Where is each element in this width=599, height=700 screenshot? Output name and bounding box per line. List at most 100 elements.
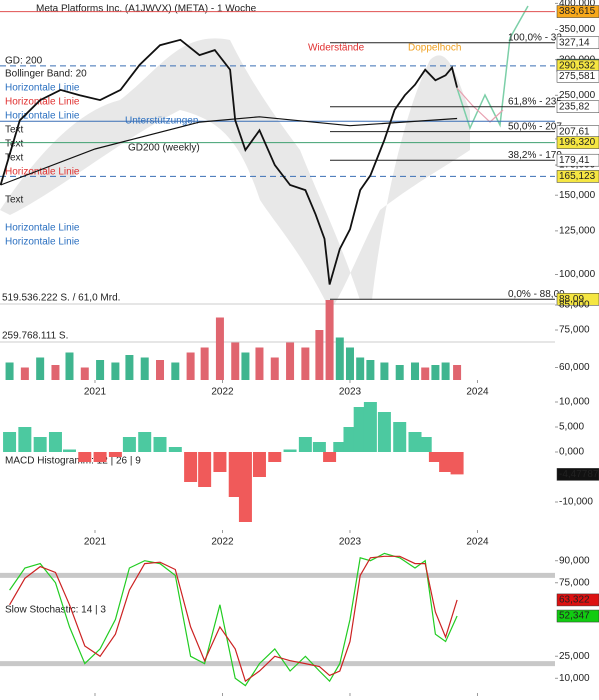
price-tag-label: 235,82 xyxy=(559,101,590,112)
bar xyxy=(36,357,45,380)
y-tick-label: 5,000 xyxy=(559,422,584,433)
bar xyxy=(48,432,62,452)
bar xyxy=(184,452,198,482)
bar xyxy=(156,360,165,380)
bar xyxy=(363,402,377,452)
bar xyxy=(125,355,134,380)
bar xyxy=(62,449,76,452)
bar xyxy=(345,347,354,380)
level-label: 0,0% - 88,09 xyxy=(508,289,565,300)
bar xyxy=(418,437,432,452)
y-tick-label: -10,000 xyxy=(559,497,593,508)
bar xyxy=(393,422,407,452)
price-tag xyxy=(556,170,599,183)
annotation: Widerstände xyxy=(308,43,365,54)
annotation: Bollinger Band: 20 xyxy=(5,69,87,80)
bar xyxy=(5,362,14,380)
series-line xyxy=(0,116,458,186)
bar xyxy=(80,367,89,380)
series-line xyxy=(0,38,458,285)
bar xyxy=(138,432,152,452)
bar xyxy=(255,347,264,380)
bar xyxy=(93,452,107,462)
annotation: Text xyxy=(5,125,24,136)
bar xyxy=(428,452,442,462)
price-tag-label: 63,322 xyxy=(559,595,590,606)
price-tag xyxy=(556,36,599,49)
bar xyxy=(431,365,440,380)
bar xyxy=(356,357,365,380)
y-tick-label: 75,000 xyxy=(559,325,590,336)
price-tag-label: 207,61 xyxy=(559,126,590,137)
price-tag-label: 52,347 xyxy=(559,611,590,622)
price-tag xyxy=(556,153,599,167)
series-line xyxy=(9,555,458,683)
bar xyxy=(108,452,122,457)
level-label: 100,0% - 32 xyxy=(508,32,562,43)
price-tag-label: 165,123 xyxy=(559,171,596,182)
bar xyxy=(198,452,212,487)
bar xyxy=(335,337,344,380)
bar xyxy=(33,437,47,452)
bar xyxy=(65,352,74,380)
x-tick-label: 2024 xyxy=(466,537,489,548)
y-tick-label: 75,000 xyxy=(559,577,590,588)
chart-title: Meta Platforms Inc. (A1JWVX) (META) - 1 … xyxy=(36,4,257,15)
x-tick-label: 2024 xyxy=(466,387,489,398)
price-tag xyxy=(556,136,599,149)
bar xyxy=(315,330,324,380)
bar xyxy=(268,452,282,462)
price-tag-label: 88,09 xyxy=(559,294,584,305)
price-tag-label: 196,320 xyxy=(559,137,596,148)
bar xyxy=(450,452,464,475)
y-tick-label: 125,000 xyxy=(559,226,596,237)
price-tag xyxy=(556,609,599,623)
bar xyxy=(421,367,430,380)
bar xyxy=(231,342,240,380)
bollinger-band xyxy=(0,38,470,311)
bar xyxy=(228,452,242,497)
price-tag xyxy=(556,468,599,481)
annotation: Horizontale Linie xyxy=(5,223,80,234)
bar xyxy=(111,362,120,380)
bar xyxy=(323,452,337,462)
bar xyxy=(140,357,149,380)
bar xyxy=(298,437,312,452)
price-tag-label: 179,41 xyxy=(559,155,590,166)
annotation: 519.536.222 S. / 61,0 Mrd. xyxy=(2,293,120,304)
bar xyxy=(270,357,279,380)
x-tick-label: 2022 xyxy=(211,387,234,398)
bar xyxy=(353,407,367,452)
bar xyxy=(238,452,252,522)
annotation: GD200 (weekly) xyxy=(128,143,200,154)
y-tick-label: 85,000 xyxy=(559,300,590,311)
price-tag xyxy=(556,293,599,306)
annotation: Text xyxy=(5,195,24,206)
bar xyxy=(186,352,195,380)
y-tick-label: 10,000 xyxy=(559,673,590,684)
bar xyxy=(411,362,420,380)
annotation: Horizontale Linie xyxy=(5,237,80,248)
bar xyxy=(333,442,347,452)
x-tick-label: 2021 xyxy=(84,537,107,548)
bar xyxy=(241,352,250,380)
bar xyxy=(122,437,136,452)
price-tag xyxy=(556,70,599,83)
price-tag-label: 327,14 xyxy=(559,37,590,48)
bar xyxy=(200,347,209,380)
y-tick-label: 400,000 xyxy=(559,0,596,9)
y-tick-label: 150,000 xyxy=(559,190,596,201)
bar xyxy=(439,452,453,472)
bar xyxy=(283,449,297,452)
level-label: 38,2% - 179 xyxy=(508,150,562,161)
annotation: Horizontale Linie xyxy=(5,97,80,108)
x-tick-label: 2021 xyxy=(84,387,107,398)
x-tick-label: 2023 xyxy=(339,537,362,548)
bar xyxy=(215,317,224,380)
bar xyxy=(453,365,462,380)
y-tick-label: 0,000 xyxy=(559,447,584,458)
price-tag-label: 290,532 xyxy=(559,61,596,72)
x-tick-label: 2022 xyxy=(211,537,234,548)
annotation: Doppelhoch xyxy=(408,43,461,54)
forecast-arrow xyxy=(456,87,504,123)
